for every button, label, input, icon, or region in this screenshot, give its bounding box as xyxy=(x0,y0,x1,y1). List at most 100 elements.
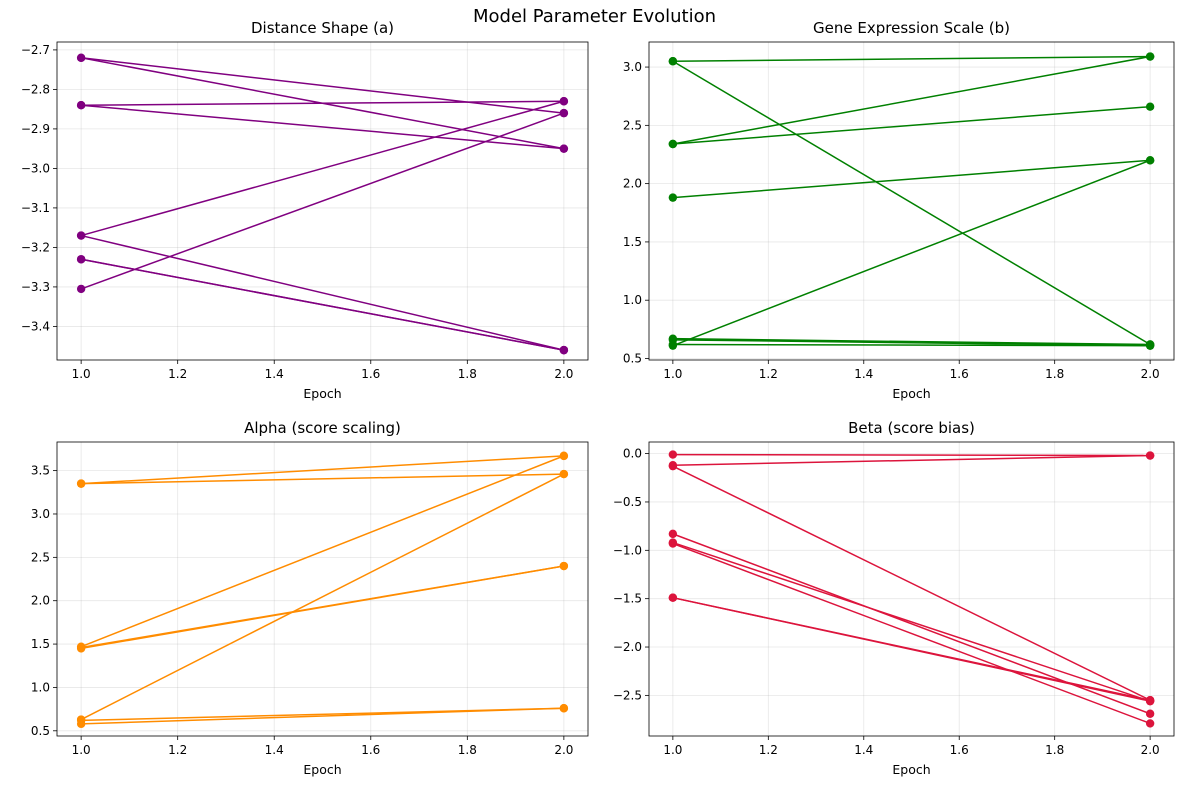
y-tick-label: 3.5 xyxy=(31,464,50,478)
data-point xyxy=(76,231,86,240)
y-tick-label: 0.5 xyxy=(31,724,50,738)
x-tick-label: 1.2 xyxy=(168,367,187,381)
x-axis-label: Epoch xyxy=(303,386,341,401)
data-point xyxy=(76,644,86,653)
y-tick-label: 1.0 xyxy=(623,293,642,307)
data-point xyxy=(668,450,678,459)
series-line xyxy=(672,159,1151,347)
x-tick-label: 1.6 xyxy=(361,367,380,381)
series-line xyxy=(672,465,1151,701)
y-tick-label: 2.0 xyxy=(623,177,642,191)
x-tick-label: 1.2 xyxy=(759,367,778,381)
series-line xyxy=(672,541,1151,702)
series-line xyxy=(672,55,1151,62)
data-point xyxy=(76,255,86,264)
subplot-1: 1.0 1.2 1.4 1.6 1.8 2.0 −3.4 −3.3 −3.2 −3.1 −3.0 −2… xyxy=(21,19,589,401)
axes-frame xyxy=(56,41,589,361)
series-line xyxy=(672,339,1151,347)
subplot-3: 1.0 1.2 1.4 1.6 1.8 2.0 0.5 1.0 1.5 2.0 2.5 3.0 3.5 A… xyxy=(31,419,589,777)
x-tick-label: 1.8 xyxy=(458,367,477,381)
axes-frame xyxy=(648,441,1175,737)
series-line xyxy=(672,533,1151,715)
data-point xyxy=(668,193,678,202)
subplot-title: Beta (score bias) xyxy=(848,419,975,437)
data-point xyxy=(559,704,569,713)
data-point xyxy=(668,139,678,149)
series-line xyxy=(81,104,564,150)
series-line xyxy=(80,473,565,721)
y-tick-label: −2.0 xyxy=(613,640,642,654)
data-point xyxy=(1145,341,1155,350)
subplot-title: Distance Shape (a) xyxy=(251,19,394,37)
data-point xyxy=(76,719,86,729)
data-point xyxy=(559,451,569,461)
x-tick-label: 2.0 xyxy=(554,367,573,381)
series-line xyxy=(672,105,1151,145)
y-tick-label: −2.8 xyxy=(21,82,50,96)
y-tick-label: 0.5 xyxy=(623,351,642,365)
y-tick-label: 1.5 xyxy=(623,235,642,249)
x-tick-label: 1.0 xyxy=(663,743,682,757)
x-tick-label: 1.2 xyxy=(168,743,187,757)
data-point xyxy=(1145,451,1155,460)
data-point xyxy=(559,469,569,479)
x-axis-label: Epoch xyxy=(892,762,930,777)
series-line xyxy=(80,258,565,351)
data-point xyxy=(559,97,569,106)
x-tick-label: 1.4 xyxy=(265,367,284,381)
y-tick-label: −0.5 xyxy=(613,495,642,509)
y-tick-label: −3.4 xyxy=(21,319,50,333)
y-tick-label: 2.5 xyxy=(623,118,642,132)
data-point xyxy=(76,479,86,488)
x-tick-label: 1.6 xyxy=(361,743,380,757)
x-tick-label: 1.0 xyxy=(72,367,91,381)
y-tick-label: 0.0 xyxy=(623,447,642,461)
y-tick-label: −1.0 xyxy=(613,543,642,557)
data-point xyxy=(668,593,678,602)
data-point xyxy=(668,341,678,350)
series-line xyxy=(672,542,1151,725)
data-point xyxy=(668,461,678,471)
series-line xyxy=(81,707,564,725)
data-point xyxy=(76,284,86,294)
x-tick-label: 1.2 xyxy=(759,743,778,757)
x-tick-label: 1.6 xyxy=(950,367,969,381)
data-point xyxy=(1145,52,1155,61)
y-tick-label: −3.1 xyxy=(21,201,50,215)
data-point xyxy=(668,57,678,66)
x-tick-label: 1.0 xyxy=(663,367,682,381)
x-axis-label: Epoch xyxy=(303,762,341,777)
data-point xyxy=(1145,156,1155,165)
subplot-title: Alpha (score scaling) xyxy=(244,419,401,437)
axes-frame xyxy=(648,41,1175,361)
y-tick-label: −3.0 xyxy=(21,161,50,175)
x-tick-label: 1.4 xyxy=(854,743,873,757)
data-point xyxy=(76,53,86,63)
series-line xyxy=(672,55,1151,145)
series-line xyxy=(80,455,565,648)
y-tick-label: −2.9 xyxy=(21,122,50,136)
x-tick-label: 2.0 xyxy=(554,743,573,757)
data-point xyxy=(1145,719,1155,728)
series-line xyxy=(81,565,564,650)
x-tick-label: 1.8 xyxy=(1045,367,1064,381)
y-tick-label: −2.5 xyxy=(613,688,642,702)
series-line xyxy=(672,337,1151,346)
y-tick-label: 3.0 xyxy=(31,507,50,521)
series-line xyxy=(672,453,1151,457)
series-line xyxy=(81,57,564,114)
series-line xyxy=(672,159,1151,199)
data-point xyxy=(559,108,569,118)
x-tick-label: 1.4 xyxy=(854,367,873,381)
x-axis-label: Epoch xyxy=(892,386,930,401)
y-tick-label: 2.0 xyxy=(31,594,50,608)
subplot-4: 1.0 1.2 1.4 1.6 1.8 2.0 −2.5 −2.0 −1.5 −1.0 −0.5 0.… xyxy=(613,419,1175,777)
data-point xyxy=(1145,709,1155,718)
figure-title: Model Parameter Evolution xyxy=(472,6,717,27)
series-line xyxy=(80,234,565,351)
series-line xyxy=(81,100,564,106)
data-point xyxy=(1145,102,1155,111)
x-tick-label: 1.8 xyxy=(458,743,477,757)
y-tick-label: 1.0 xyxy=(31,680,50,694)
